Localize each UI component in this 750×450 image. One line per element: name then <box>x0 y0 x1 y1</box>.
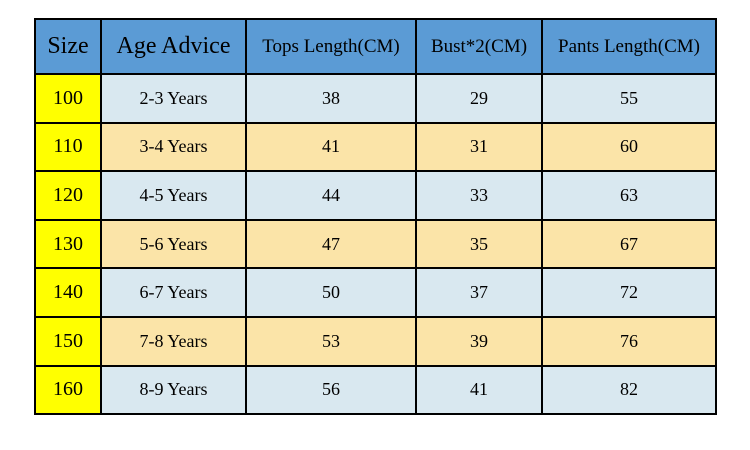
size-value-cell: 160 <box>34 364 102 416</box>
tops-length-cell: 41 <box>245 121 417 173</box>
age-advice-cell: 8-9 Years <box>100 364 247 416</box>
table-row: 160 8-9 Years 56 41 82 <box>34 364 717 416</box>
size-value-cell: 100 <box>34 73 102 124</box>
tops-length-cell: 38 <box>245 73 417 124</box>
tops-length-cell: 47 <box>245 218 417 270</box>
size-value-cell: 130 <box>34 218 102 270</box>
bust-cell: 29 <box>415 73 543 124</box>
size-chart-body: 100 2-3 Years 38 29 55 110 3-4 Years 41 … <box>34 73 717 416</box>
bust-cell: 39 <box>415 315 543 367</box>
size-chart-header: Size Age Advice Tops Length(CM) Bust*2(C… <box>34 18 717 75</box>
pants-length-cell: 72 <box>541 267 717 318</box>
tops-length-cell: 44 <box>245 170 417 221</box>
size-value-cell: 110 <box>34 121 102 173</box>
age-advice-cell: 5-6 Years <box>100 218 247 270</box>
bust-cell: 37 <box>415 267 543 318</box>
pants-length-cell: 55 <box>541 73 717 124</box>
age-advice-cell: 3-4 Years <box>100 121 247 173</box>
size-value-cell: 150 <box>34 315 102 367</box>
age-advice-cell: 2-3 Years <box>100 73 247 124</box>
age-advice-cell: 6-7 Years <box>100 267 247 318</box>
pants-length-cell: 60 <box>541 121 717 173</box>
header-cell-pants-length: Pants Length(CM) <box>541 18 717 75</box>
table-row: 120 4-5 Years 44 33 63 <box>34 170 717 221</box>
bust-cell: 35 <box>415 218 543 270</box>
tops-length-cell: 53 <box>245 315 417 367</box>
table-row: 130 5-6 Years 47 35 67 <box>34 218 717 270</box>
age-advice-cell: 7-8 Years <box>100 315 247 367</box>
size-value-cell: 120 <box>34 170 102 221</box>
size-value-cell: 140 <box>34 267 102 318</box>
table-row: 100 2-3 Years 38 29 55 <box>34 73 717 124</box>
bust-cell: 41 <box>415 364 543 416</box>
table-row: 140 6-7 Years 50 37 72 <box>34 267 717 318</box>
bust-cell: 31 <box>415 121 543 173</box>
pants-length-cell: 67 <box>541 218 717 270</box>
pants-length-cell: 82 <box>541 364 717 416</box>
age-advice-cell: 4-5 Years <box>100 170 247 221</box>
pants-length-cell: 76 <box>541 315 717 367</box>
table-row: 110 3-4 Years 41 31 60 <box>34 121 717 173</box>
header-cell-age-advice: Age Advice <box>100 18 247 75</box>
bust-cell: 33 <box>415 170 543 221</box>
tops-length-cell: 50 <box>245 267 417 318</box>
size-chart-table: Size Age Advice Tops Length(CM) Bust*2(C… <box>34 18 717 416</box>
header-row: Size Age Advice Tops Length(CM) Bust*2(C… <box>34 18 717 75</box>
table-row: 150 7-8 Years 53 39 76 <box>34 315 717 367</box>
header-cell-bust: Bust*2(CM) <box>415 18 543 75</box>
tops-length-cell: 56 <box>245 364 417 416</box>
pants-length-cell: 63 <box>541 170 717 221</box>
header-cell-tops-length: Tops Length(CM) <box>245 18 417 75</box>
header-cell-size: Size <box>34 18 102 75</box>
